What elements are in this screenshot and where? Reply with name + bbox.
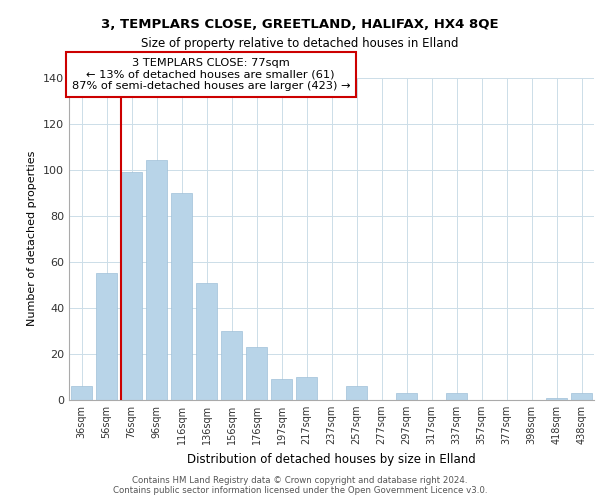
Bar bbox=[546, 398, 567, 400]
Bar bbox=[446, 393, 467, 400]
Y-axis label: Number of detached properties: Number of detached properties bbox=[28, 151, 37, 326]
Bar bbox=[146, 160, 167, 400]
Text: 3, TEMPLARS CLOSE, GREETLAND, HALIFAX, HX4 8QE: 3, TEMPLARS CLOSE, GREETLAND, HALIFAX, H… bbox=[101, 18, 499, 30]
Text: 3 TEMPLARS CLOSE: 77sqm
← 13% of detached houses are smaller (61)
87% of semi-de: 3 TEMPLARS CLOSE: 77sqm ← 13% of detache… bbox=[71, 58, 350, 92]
Bar bbox=[571, 393, 592, 400]
Bar bbox=[346, 386, 367, 400]
Bar bbox=[196, 282, 217, 400]
Bar bbox=[246, 347, 267, 400]
Bar bbox=[71, 386, 92, 400]
Bar bbox=[221, 331, 242, 400]
Bar bbox=[121, 172, 142, 400]
Text: Size of property relative to detached houses in Elland: Size of property relative to detached ho… bbox=[141, 38, 459, 51]
Bar bbox=[96, 274, 117, 400]
Bar bbox=[271, 380, 292, 400]
Bar bbox=[296, 377, 317, 400]
Bar bbox=[396, 393, 417, 400]
X-axis label: Distribution of detached houses by size in Elland: Distribution of detached houses by size … bbox=[187, 452, 476, 466]
Bar bbox=[171, 192, 192, 400]
Text: Contains HM Land Registry data © Crown copyright and database right 2024.
Contai: Contains HM Land Registry data © Crown c… bbox=[113, 476, 487, 495]
